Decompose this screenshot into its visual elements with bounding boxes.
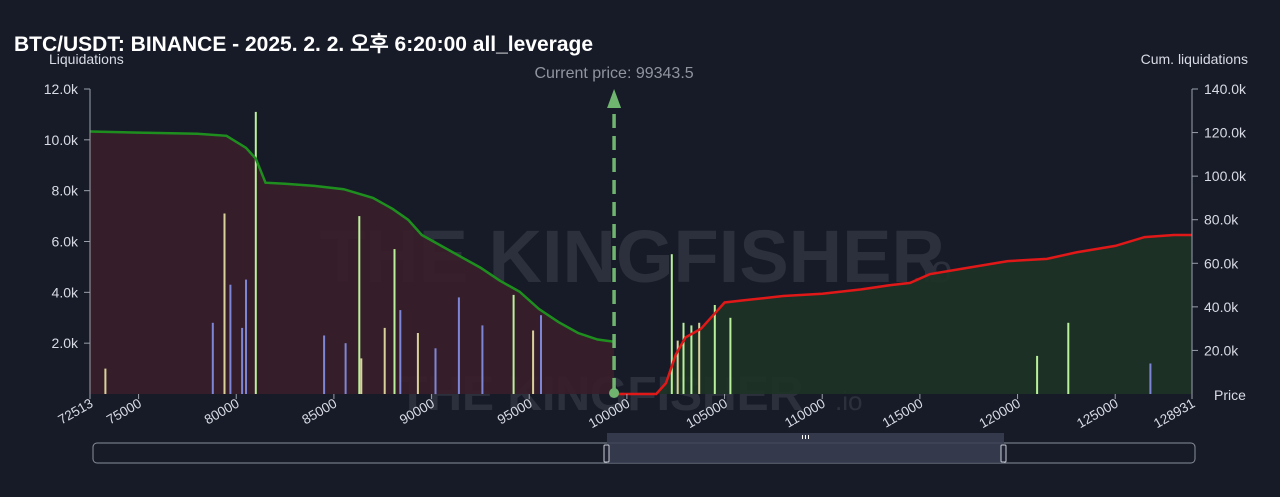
bar-19: [532, 330, 535, 394]
x-axis-title: Price: [1214, 387, 1246, 403]
x-tick-label: 115000: [880, 396, 926, 431]
y-left-tick-label: 6.0k: [52, 234, 79, 250]
bar-12: [393, 249, 396, 394]
bar-7: [323, 335, 326, 394]
x-tick-label: 125000: [1074, 396, 1121, 432]
y-right-tick-label: 60.0k: [1204, 255, 1239, 271]
x-tick-label: 80000: [202, 396, 242, 428]
range-slider-handle-right[interactable]: [1000, 444, 1007, 463]
x-tick-label: 85000: [299, 396, 339, 428]
range-slider[interactable]: [92, 433, 1196, 464]
bar-18: [512, 294, 515, 394]
y-right-tick-label: 120.0k: [1204, 125, 1247, 141]
bar-1: [211, 322, 214, 394]
bar-10: [360, 358, 363, 394]
y-left-tick-label: 2.0k: [52, 335, 79, 351]
bar-28: [1036, 355, 1039, 394]
range-slider-handle-left[interactable]: [603, 444, 610, 463]
bar-17: [481, 325, 484, 394]
y-right-tick-label: 100.0k: [1204, 168, 1247, 184]
bar-29: [1067, 322, 1070, 394]
y-right-tick-label: 20.0k: [1204, 342, 1239, 358]
y-right-tick-label: 140.0k: [1204, 81, 1247, 97]
long-cum-area: [614, 235, 1192, 394]
bar-25: [698, 322, 701, 394]
bar-15: [434, 348, 437, 395]
y-right-tick-label: 40.0k: [1204, 299, 1239, 315]
x-tick-label: 128931: [1151, 396, 1198, 432]
range-slider-grip-icon[interactable]: [802, 435, 809, 439]
bar-3: [229, 284, 232, 394]
x-tick-label: 120000: [977, 396, 1024, 432]
current-price-arrow-icon: [607, 89, 622, 108]
bar-21: [670, 254, 673, 394]
bar-23: [682, 322, 685, 394]
long-cum-line: [614, 233, 1192, 396]
bar-20: [540, 315, 542, 394]
y-left-tick-label: 4.0k: [52, 284, 79, 300]
bar-13: [399, 310, 402, 394]
bar-14: [416, 333, 419, 394]
bar-4: [241, 327, 244, 394]
chart-title: BTC/USDT: BINANCE - 2025. 2. 2. 오후 6:20:…: [14, 33, 594, 56]
x-tick-label: 75000: [104, 396, 144, 428]
bar-26: [713, 305, 716, 394]
bar-16: [457, 297, 460, 394]
y-right-tick-label: 80.0k: [1204, 212, 1239, 228]
y-left-tick-label: 8.0k: [52, 183, 79, 199]
y-left-tick-label: 10.0k: [44, 132, 79, 148]
bar-5: [245, 279, 247, 394]
bar-27: [729, 317, 732, 395]
right-axis-title: Cum. liquidations: [1141, 51, 1248, 67]
short-cum-line: [89, 130, 615, 343]
bar-2: [223, 213, 226, 394]
bar-30: [1149, 363, 1152, 394]
bar-0: [104, 368, 107, 394]
current-price-label: Current price: 99343.5: [534, 65, 693, 82]
bar-22: [676, 340, 679, 394]
bar-24: [690, 325, 693, 394]
x-tick-label: 72513: [55, 396, 95, 428]
bar-6: [254, 111, 257, 395]
y-left-tick-label: 12.0k: [44, 81, 79, 97]
bar-11: [383, 327, 386, 394]
left-axis-title: Liquidations: [49, 51, 124, 67]
bar-9: [358, 216, 361, 394]
current-price-dot: [609, 388, 620, 398]
bar-8: [344, 343, 347, 394]
